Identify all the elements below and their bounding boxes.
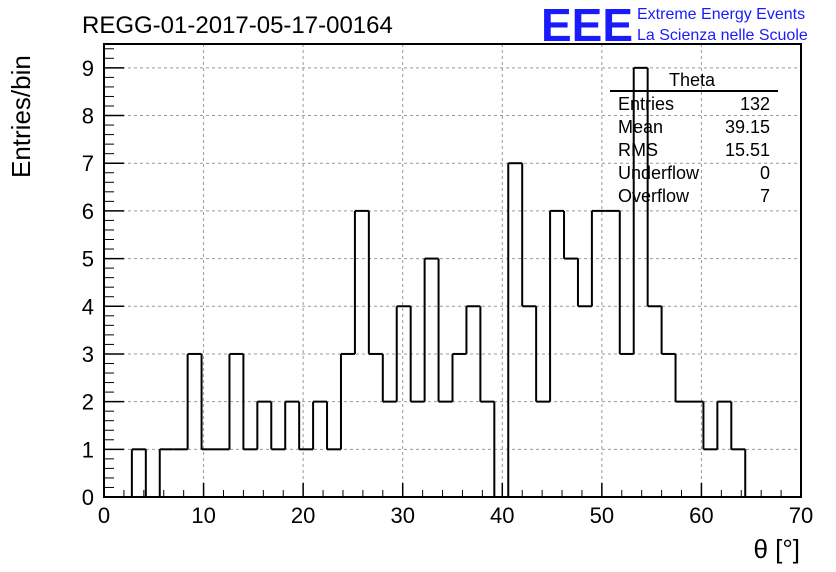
- y-tick-label: 4: [82, 294, 94, 319]
- stats-row-value: 7: [760, 186, 770, 206]
- x-tick-label: 50: [590, 503, 614, 528]
- x-tick-label: 20: [291, 503, 315, 528]
- histogram: [104, 66, 801, 498]
- chart-title: REGG-01-2017-05-17-00164: [82, 12, 393, 39]
- logo-line2: La Scienza nelle Scuole: [637, 27, 808, 44]
- stats-row-label: RMS: [618, 140, 658, 160]
- x-axis-title: θ [°]: [753, 534, 800, 564]
- y-axis-title: Entries/bin: [6, 55, 36, 178]
- stats-row-value: 0: [760, 163, 770, 183]
- y-tick-label: 9: [82, 56, 94, 81]
- x-tick-label: 40: [490, 503, 514, 528]
- y-tick-label: 1: [82, 437, 94, 462]
- y-tick-label: 8: [82, 104, 94, 129]
- stats-row-label: Mean: [618, 117, 663, 137]
- y-tick-label: 5: [82, 247, 94, 272]
- y-tick-label: 7: [82, 151, 94, 176]
- y-tick-label: 2: [82, 390, 94, 415]
- x-tick-label: 0: [98, 503, 110, 528]
- stats-row-value: 132: [740, 94, 770, 114]
- y-tick-label: 3: [82, 342, 94, 367]
- stats-row-value: 39.15: [725, 117, 770, 137]
- stats-box: Theta Entries 132 Mean 39.15 RMS 15.51 Underfl…: [610, 70, 778, 206]
- x-tick-label: 70: [789, 503, 813, 528]
- stats-row-label: Underflow: [618, 163, 700, 183]
- stats-box-name: Theta: [669, 70, 716, 90]
- y-tick-label: 6: [82, 199, 94, 224]
- logo-mark: EEE: [541, 0, 633, 51]
- logo-line1: Extreme Energy Events: [637, 6, 805, 23]
- stats-rows: Entries 132 Mean 39.15 RMS 15.51 Underflow 0 Ove…: [618, 94, 770, 206]
- x-tick-label: 30: [390, 503, 414, 528]
- x-tick-label: 10: [191, 503, 215, 528]
- stats-row-value: 15.51: [725, 140, 770, 160]
- x-tick-label: 60: [689, 503, 713, 528]
- plot-frame: [103, 43, 802, 498]
- stats-row-label: Entries: [618, 94, 674, 114]
- y-tick-label: 0: [82, 485, 94, 510]
- stats-row-label: Overflow: [618, 186, 690, 206]
